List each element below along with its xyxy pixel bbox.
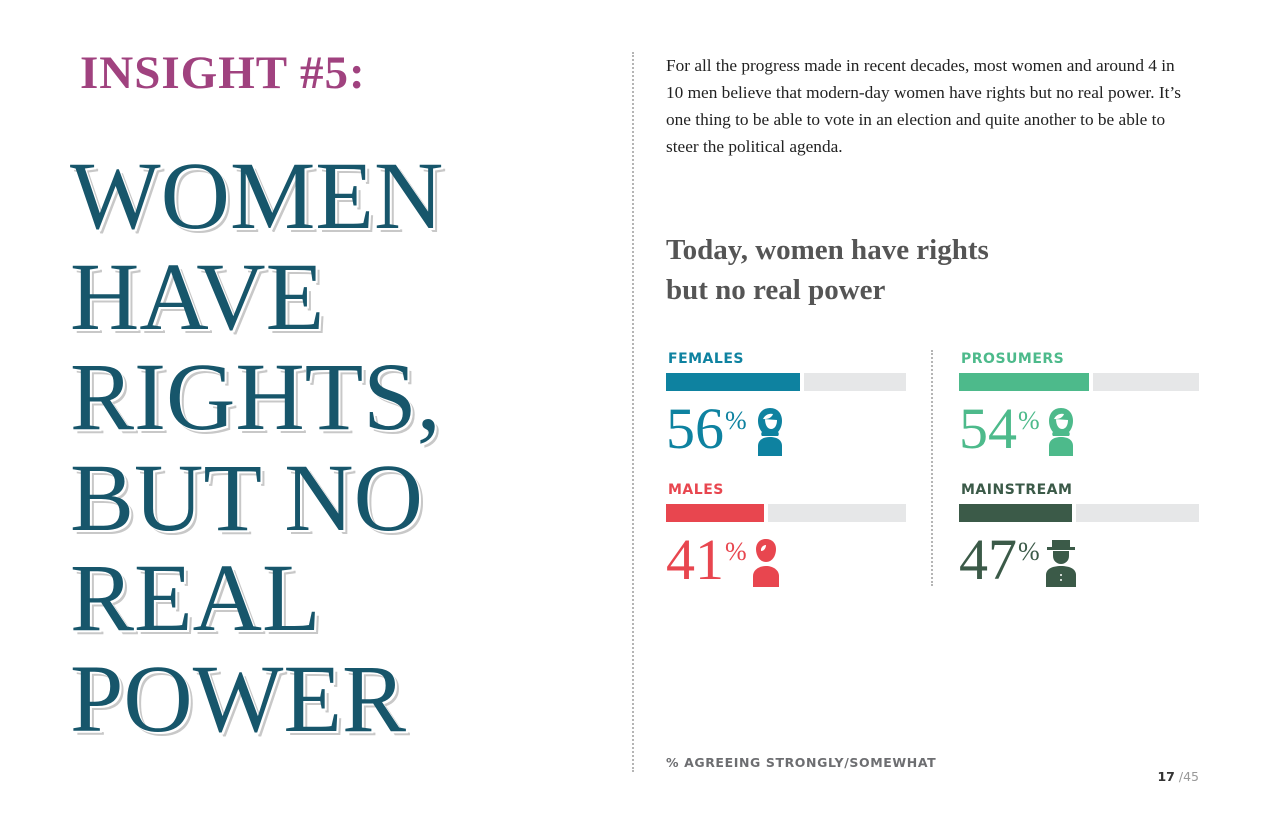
data-label-unit: % xyxy=(725,406,747,435)
headline-line: WOMEN xyxy=(70,142,444,249)
headline-line: BUT NO xyxy=(70,443,423,551)
data-label-value: 54 xyxy=(959,396,1017,461)
data-label: 54% xyxy=(959,396,1040,462)
data-label-value: 41 xyxy=(666,527,724,592)
data-label-value: 47 xyxy=(959,527,1017,592)
category-label: MAINSTREAM xyxy=(961,482,1073,498)
headline-line: RIGHTS, xyxy=(70,343,441,450)
data-label: 41% xyxy=(666,527,747,593)
chart-title-line: but no real power xyxy=(666,274,886,306)
chart-title: Today, women have rights but no real pow… xyxy=(666,230,1086,310)
headline-line: REAL xyxy=(70,544,321,651)
insight-label: INSIGHT #5: xyxy=(80,47,366,99)
bar xyxy=(959,504,1072,522)
page-current: 17 xyxy=(1157,769,1175,784)
data-label-value: 56 xyxy=(666,396,724,461)
category-label: FEMALES xyxy=(668,351,744,367)
page-number: 17 /45 xyxy=(1157,769,1199,784)
data-label: 47% xyxy=(959,527,1040,593)
page-total: /45 xyxy=(1178,769,1199,784)
column-divider xyxy=(632,52,634,772)
bar-track xyxy=(666,504,906,522)
woman-icon xyxy=(1043,406,1079,456)
bar-track xyxy=(959,373,1199,391)
data-label: 56% xyxy=(666,396,747,462)
woman-icon xyxy=(752,406,788,456)
headline-line: HAVE xyxy=(70,242,325,350)
man-with-hat-icon xyxy=(1043,537,1079,587)
data-label-unit: % xyxy=(725,537,747,566)
bar xyxy=(666,373,800,391)
chart-group-prosumers: PROSUMERS 54% xyxy=(959,352,1199,462)
headline: WOMEN HAVE RIGHTS, BUT NO REAL POWER xyxy=(70,142,590,752)
chart-title-line: Today, women have rights xyxy=(666,234,989,266)
category-label: PROSUMERS xyxy=(961,351,1065,367)
chart-group-males: MALES 41% xyxy=(666,483,906,593)
category-label: MALES xyxy=(668,482,724,498)
bar-track xyxy=(959,504,1199,522)
data-label-unit: % xyxy=(1018,537,1040,566)
bar-track xyxy=(666,373,906,391)
bar-remainder xyxy=(804,373,906,391)
man-icon xyxy=(748,537,784,587)
chart-group-mainstream: MAINSTREAM 47% xyxy=(959,483,1199,593)
chart-divider xyxy=(931,350,933,586)
bar-remainder xyxy=(1076,504,1199,522)
bar xyxy=(959,373,1089,391)
bar-remainder xyxy=(1093,373,1199,391)
intro-paragraph: For all the progress made in recent deca… xyxy=(666,56,1181,156)
bar-remainder xyxy=(768,504,906,522)
chart-group-females: FEMALES 56% xyxy=(666,352,906,462)
headline-line: POWER xyxy=(70,644,406,752)
chart-footnote: % AGREEING STRONGLY/SOMEWHAT xyxy=(666,755,937,770)
bar xyxy=(666,504,764,522)
data-label-unit: % xyxy=(1018,406,1040,435)
